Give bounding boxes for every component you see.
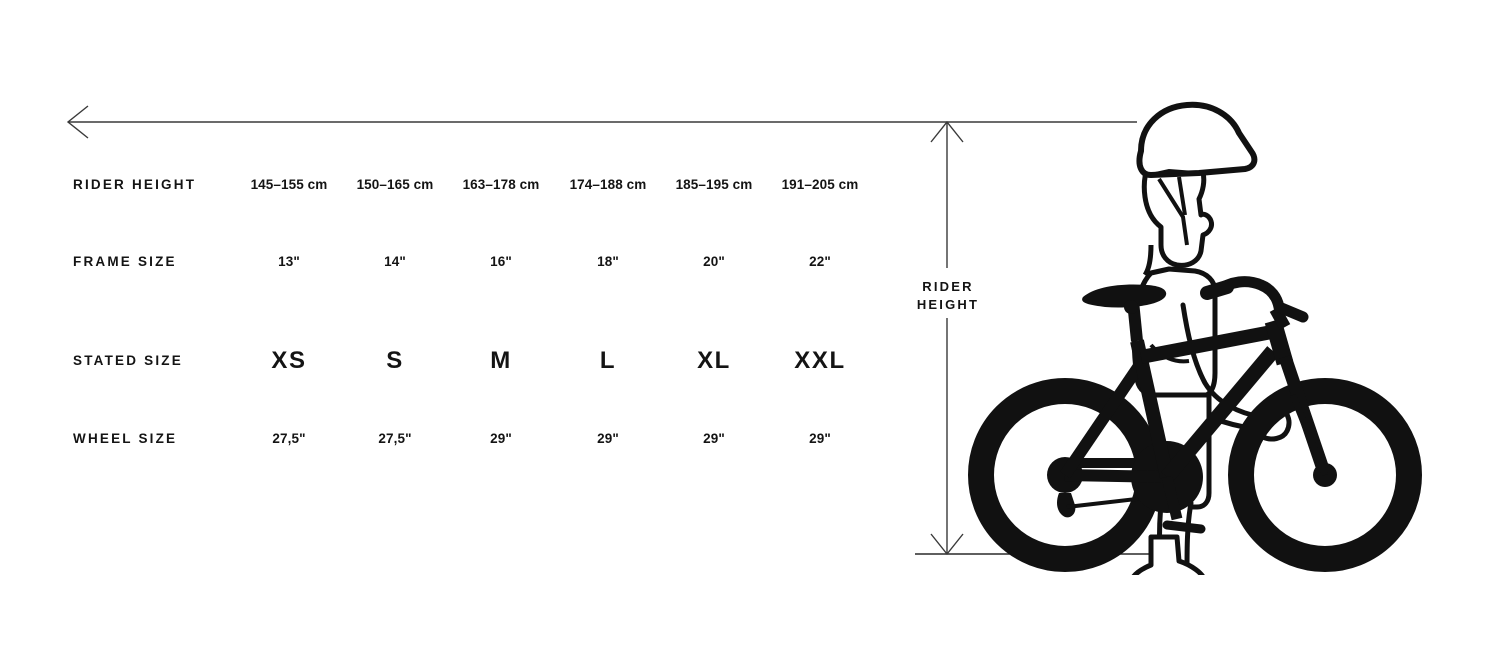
row-label-frame-size: FRAME SIZE [73, 254, 177, 269]
cell-frame-size-s: 14" [384, 254, 406, 269]
seatstay [1060, 359, 1146, 479]
rider-height-label-line2: HEIGHT [916, 297, 980, 312]
cell-rider-height-xxl: 191–205 cm [781, 177, 859, 192]
table-row-wheel-size: WHEEL SIZE 27,5" 27,5" 29" 29" 29" 29" [0, 428, 900, 450]
cell-stated-size-l: L [599, 347, 617, 374]
saddle [1082, 284, 1167, 308]
fork-lower-leg [1289, 393, 1329, 477]
cell-rider-height-xl: 185–195 cm [675, 177, 753, 192]
crank-arm [1161, 475, 1183, 521]
pedal [1162, 520, 1206, 534]
row-cells-rider-height: 145–155 cm 150–165 cm 163–178 cm 174–188… [236, 174, 876, 196]
row-label-wheel-size: WHEEL SIZE [73, 431, 178, 446]
cell-rider-height-m: 163–178 cm [462, 177, 540, 192]
table-row-stated-size: STATED SIZE XS S M L XL XXL [0, 346, 900, 376]
cell-wheel-size-m: 29" [490, 431, 512, 446]
table-row-frame-size: FRAME SIZE 13" 14" 16" 18" 20" 22" [0, 251, 900, 273]
cyclist-with-bicycle-illustration [968, 101, 1422, 575]
rider-shoe [1131, 534, 1205, 575]
cell-frame-size-xs: 13" [278, 254, 300, 269]
row-cells-wheel-size: 27,5" 27,5" 29" 29" 29" 29" [236, 428, 876, 450]
cell-stated-size-s: S [386, 347, 404, 374]
handlebar-grip [1200, 280, 1234, 300]
cell-stated-size-xl: XL [697, 347, 731, 374]
row-label-stated-size: STATED SIZE [73, 353, 183, 368]
cell-wheel-size-xs: 27,5" [272, 431, 306, 446]
cell-wheel-size-xxl: 29" [809, 431, 831, 446]
rider-height-dimension-label: RIDER HEIGHT [883, 278, 1013, 314]
rider-height-label-line1: RIDER [922, 279, 974, 294]
down-tube [1161, 346, 1279, 482]
cell-wheel-size-s: 27,5" [378, 431, 412, 446]
cell-frame-size-xxl: 22" [809, 254, 831, 269]
table-row-rider-height: RIDER HEIGHT 145–155 cm 150–165 cm 163–1… [0, 174, 900, 196]
top-tube [1139, 324, 1279, 364]
cell-stated-size-m: M [490, 347, 512, 374]
row-label-rider-height: RIDER HEIGHT [73, 177, 197, 192]
front-wheel [1228, 378, 1422, 572]
rider-neck [1142, 244, 1154, 277]
cell-frame-size-m: 16" [490, 254, 512, 269]
cell-rider-height-s: 150–165 cm [356, 177, 434, 192]
cell-rider-height-l: 174–188 cm [569, 177, 647, 192]
row-cells-stated-size: XS S M L XL XXL [236, 346, 876, 376]
cell-stated-size-xxl: XXL [794, 347, 846, 374]
cell-wheel-size-xl: 29" [703, 431, 725, 446]
rider-helmet [1136, 101, 1258, 178]
cell-stated-size-xs: XS [271, 347, 307, 374]
bicycle [968, 276, 1422, 572]
rear-derailleur [1057, 493, 1076, 518]
helmet-rim [1150, 168, 1196, 177]
helmet-strap-second [1177, 176, 1187, 216]
seat-clamp [1124, 300, 1138, 314]
head-tube [1264, 318, 1294, 366]
helmet-chin-strap [1157, 177, 1189, 246]
stem [1269, 306, 1291, 330]
chainstay [1064, 469, 1168, 483]
cell-frame-size-l: 18" [597, 254, 619, 269]
cell-wheel-size-l: 29" [597, 431, 619, 446]
seat-tube [1130, 339, 1174, 479]
row-cells-frame-size: 13" 14" 16" 18" 20" 22" [236, 251, 876, 273]
cell-rider-height-xs: 145–155 cm [250, 177, 328, 192]
size-spec-table: RIDER HEIGHT 145–155 cm 150–165 cm 163–1… [0, 174, 900, 450]
cell-frame-size-xl: 20" [703, 254, 725, 269]
